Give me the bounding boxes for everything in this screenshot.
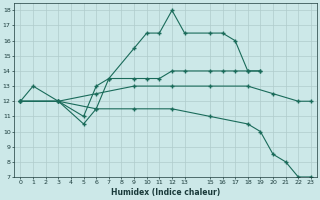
X-axis label: Humidex (Indice chaleur): Humidex (Indice chaleur) <box>111 188 220 197</box>
